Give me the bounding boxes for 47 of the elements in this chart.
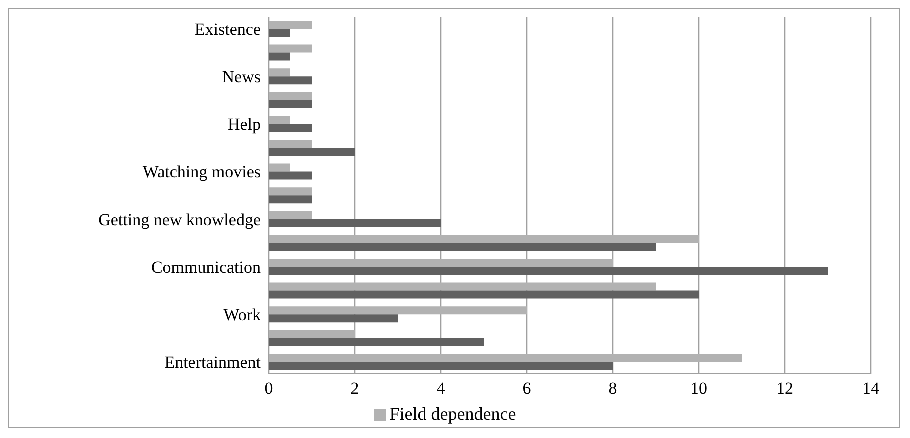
x-tick-label: 8 (608, 379, 618, 398)
bar (269, 172, 312, 180)
y-tick-label: Help (228, 115, 261, 134)
bar (269, 219, 441, 228)
y-tick-label: Watching movies (142, 162, 261, 182)
y-tick-label: Entertainment (164, 353, 262, 372)
legend-label: Field dependence (390, 404, 516, 425)
y-tick-label: News (222, 68, 261, 87)
bar (269, 362, 613, 370)
bar (269, 290, 699, 299)
x-tick-label: 6 (522, 379, 532, 398)
x-tick-label: 14 (862, 379, 880, 398)
bar (269, 306, 527, 315)
x-tick-label: 2 (350, 379, 360, 398)
y-tick-label: Getting new knowledge (98, 210, 261, 230)
bar (269, 116, 290, 124)
bar (269, 243, 656, 252)
bar (269, 44, 312, 53)
y-tick-label: Communication (151, 258, 262, 277)
bar (269, 282, 656, 291)
y-tick-label: Work (224, 306, 262, 325)
bar (269, 330, 355, 338)
bar (269, 354, 742, 362)
bar (269, 68, 290, 77)
bar (269, 52, 290, 61)
bar (269, 100, 312, 108)
bar (269, 21, 312, 29)
bar (269, 140, 312, 148)
x-tick-label: 10 (690, 379, 708, 398)
bar (269, 267, 828, 275)
bar (269, 211, 312, 220)
y-tick-label: Existence (194, 20, 261, 39)
bar (269, 338, 484, 346)
x-tick-label: 12 (776, 379, 794, 398)
x-tick-label: 0 (264, 379, 274, 398)
bar (269, 76, 312, 85)
bar (269, 235, 699, 244)
x-tick-label: 4 (436, 379, 446, 398)
bar (269, 164, 290, 172)
bar (269, 124, 312, 132)
bar (269, 92, 312, 100)
bar (269, 196, 312, 204)
bar (269, 188, 312, 196)
bar (269, 148, 355, 156)
bar (269, 314, 398, 323)
bar (269, 259, 613, 267)
bar (269, 29, 290, 37)
